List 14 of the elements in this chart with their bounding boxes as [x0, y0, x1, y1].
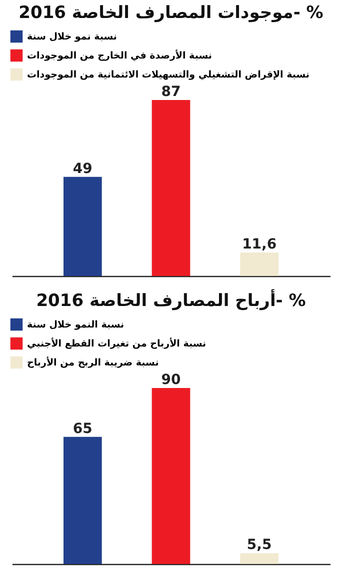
legend-label: نسبة الأرباح من تغيرات القطع الأجنبي — [27, 338, 206, 350]
legend-label: نسبة الإقراض التشغيلي والتسهيلات الائتمانية من الموجودات — [27, 70, 310, 80]
data-label: 90 — [161, 372, 181, 388]
chart-title: موجودات المصارف الخاصة 2016- % — [18, 3, 324, 23]
legend-label: نسبة ضريبة الربح من الأرباح — [27, 356, 159, 368]
data-label: 49 — [72, 160, 92, 177]
data-label: 87 — [161, 84, 181, 100]
data-label: 65 — [72, 420, 92, 437]
legend-label: نسبة النمو خلال سنة — [27, 320, 124, 330]
chart-title: أرباح المصارف الخاصة 2016- % — [36, 289, 306, 311]
legend-label: نسبة نمو خلال سنة — [27, 32, 117, 42]
data-label: 5,5 — [246, 537, 272, 554]
legend-label: نسبة الأرصدة في الخارج من الموجودات — [27, 50, 212, 62]
data-label: 11,6 — [242, 236, 277, 253]
